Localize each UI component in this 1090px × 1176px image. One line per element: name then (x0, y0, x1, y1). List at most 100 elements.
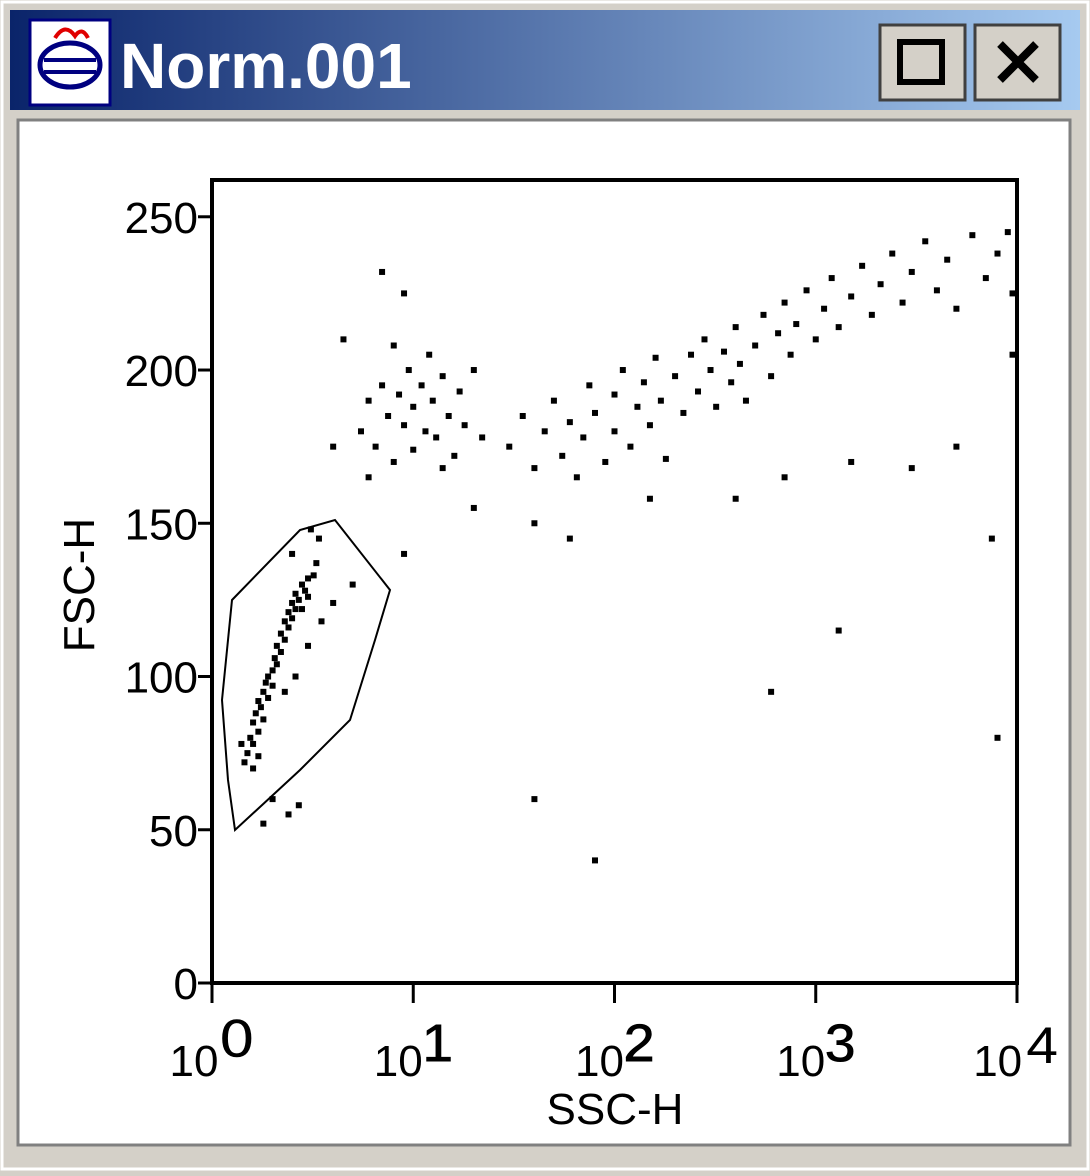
point (390, 458, 397, 465)
point (859, 262, 866, 269)
point (410, 403, 417, 410)
point (372, 443, 379, 450)
gate (220, 518, 392, 833)
point (250, 740, 257, 747)
point (295, 802, 302, 809)
point (479, 434, 486, 441)
point (591, 857, 598, 864)
point (828, 275, 835, 282)
close-button[interactable] (973, 23, 1062, 102)
point (385, 412, 392, 419)
point (247, 734, 254, 741)
point (627, 443, 634, 450)
point (732, 324, 739, 331)
point (646, 495, 653, 502)
point (868, 311, 875, 318)
point (580, 434, 587, 441)
y-tick-label: 250 (125, 194, 198, 243)
point (531, 796, 538, 803)
point (292, 590, 299, 597)
y-tick-label: 0 (174, 960, 198, 1009)
point (433, 434, 440, 441)
point (768, 373, 775, 380)
point (313, 560, 320, 567)
point (289, 550, 296, 557)
point (602, 458, 609, 465)
point (292, 606, 299, 613)
point (305, 642, 312, 649)
point (611, 391, 618, 398)
point (586, 382, 593, 389)
point (742, 397, 749, 404)
point (559, 452, 566, 459)
point (821, 305, 828, 312)
point (634, 403, 641, 410)
x-tick-label: 10⁰ (169, 1006, 254, 1106)
point (760, 311, 767, 318)
point (315, 535, 322, 542)
point (401, 422, 408, 429)
point (252, 710, 259, 717)
point (969, 232, 976, 239)
point (281, 636, 288, 643)
point (701, 336, 708, 343)
point (277, 648, 284, 655)
point (429, 397, 436, 404)
point (277, 630, 284, 637)
y-tick-label: 100 (125, 654, 198, 703)
point (262, 679, 269, 686)
maximize-button[interactable] (878, 23, 967, 102)
point (289, 615, 296, 622)
point (365, 474, 372, 481)
point (260, 820, 267, 827)
point (646, 422, 653, 429)
point (531, 520, 538, 527)
point (1009, 351, 1016, 358)
point (988, 535, 995, 542)
point (944, 256, 951, 263)
plot: 0 50 100 150 200 250 10⁰ 10¹ 10² 10³ 10⁴ (125, 194, 1061, 1106)
x-tick-label: 10¹ (374, 1006, 453, 1106)
point (357, 428, 364, 435)
point (401, 290, 408, 297)
point (269, 796, 276, 803)
point (541, 428, 548, 435)
point (265, 673, 272, 680)
point (803, 287, 810, 294)
point (305, 575, 312, 582)
point (775, 330, 782, 337)
point (451, 452, 458, 459)
point (269, 682, 276, 689)
x-tick-label: 10⁴ (973, 1006, 1061, 1106)
point (422, 428, 429, 435)
point (889, 250, 896, 257)
point (736, 360, 743, 367)
point (793, 321, 800, 328)
point (591, 409, 598, 416)
point (439, 465, 446, 472)
point (908, 465, 915, 472)
point (707, 367, 714, 374)
point (672, 373, 679, 380)
point (310, 572, 317, 579)
point (349, 581, 356, 588)
point (680, 409, 687, 416)
x-tick-label: 10² (575, 1006, 654, 1106)
point (531, 465, 538, 472)
point (298, 581, 305, 588)
point (265, 694, 272, 701)
point (390, 342, 397, 349)
point (713, 403, 720, 410)
point (250, 719, 257, 726)
point (285, 609, 292, 616)
point (922, 238, 929, 245)
point (1004, 229, 1011, 236)
point (439, 373, 446, 380)
point (470, 504, 477, 511)
point (396, 391, 403, 398)
point (456, 388, 463, 395)
window-title: Norm.001 (120, 30, 412, 102)
point (305, 593, 312, 600)
client-area (16, 118, 1072, 1147)
